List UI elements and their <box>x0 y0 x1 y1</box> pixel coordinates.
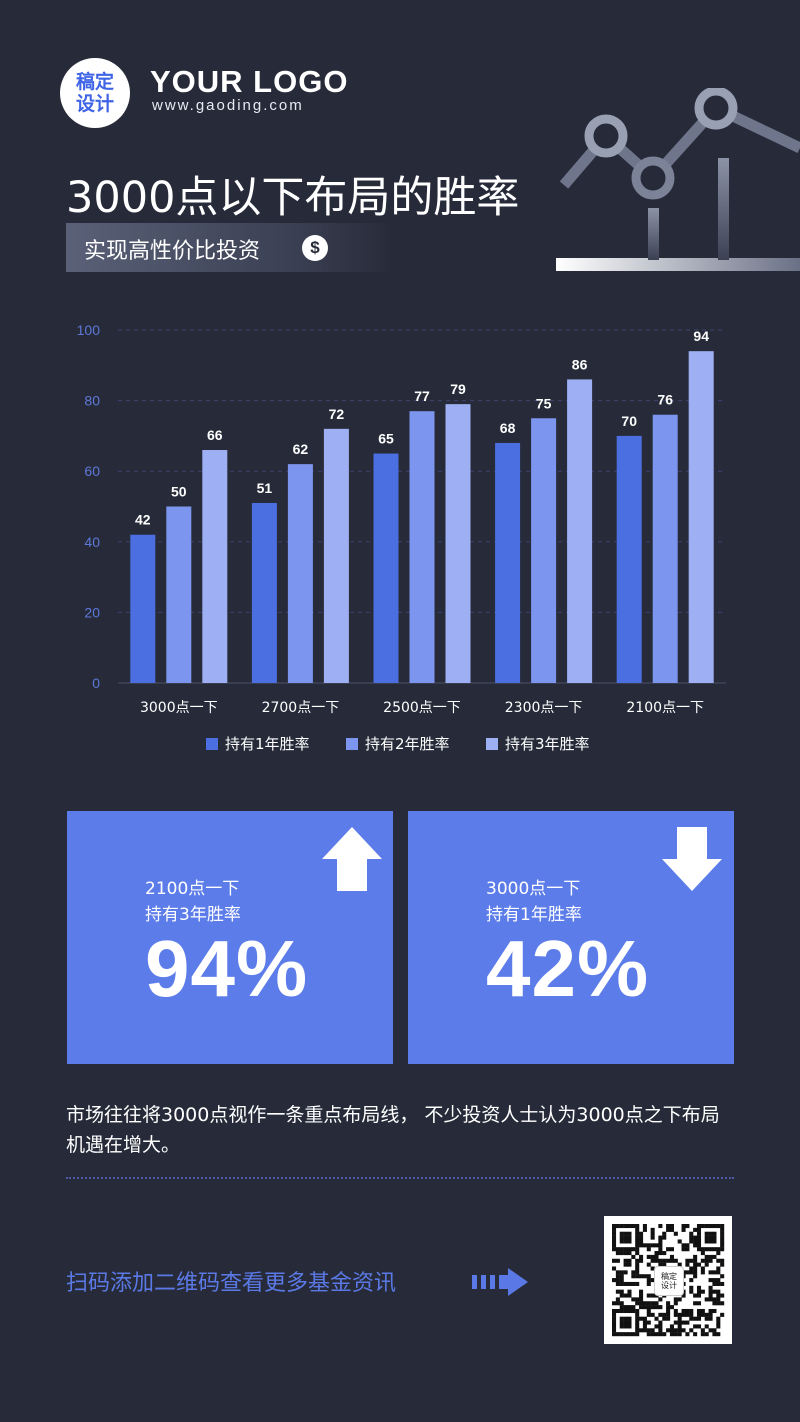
brand-badge: 稿定 设计 <box>60 58 130 128</box>
data-label: 70 <box>621 413 637 429</box>
bar <box>130 534 156 683</box>
data-label: 77 <box>414 388 430 404</box>
qr-code-icon <box>612 1224 725 1337</box>
brand-logo: YOUR LOGO <box>150 64 349 99</box>
legend-item-2: 持有2年胜率 <box>346 733 450 754</box>
qr-badge-line1: 稿定 <box>661 1272 677 1281</box>
legend-swatch-3 <box>486 737 498 750</box>
qr-badge-line2: 设计 <box>661 1281 677 1290</box>
x-tick-label: 2300点一下 <box>505 700 583 716</box>
qr-center-badge: 稿定 设计 <box>654 1266 684 1296</box>
arrow-right-icon <box>472 1268 528 1296</box>
stat-card-line1: 2100点一下 <box>145 879 240 899</box>
bar <box>166 506 192 683</box>
bar <box>373 453 399 683</box>
bar <box>688 351 714 683</box>
legend-swatch-2 <box>346 737 358 750</box>
data-label: 75 <box>536 395 552 411</box>
page-title: 3000点以下布局的胜率 <box>66 173 520 223</box>
brand-url: www.gaoding.com <box>152 97 304 114</box>
y-tick-label: 60 <box>84 463 100 479</box>
arrow-down-icon <box>662 827 722 891</box>
data-label: 79 <box>450 381 466 397</box>
bar <box>652 414 678 683</box>
legend-label-1: 持有1年胜率 <box>225 735 310 753</box>
qr-code[interactable]: 稿定 设计 <box>604 1216 732 1344</box>
legend-item-3: 持有3年胜率 <box>486 733 590 754</box>
dotted-divider <box>66 1177 734 1179</box>
data-label: 68 <box>500 420 516 436</box>
legend-label-3: 持有3年胜率 <box>505 735 590 753</box>
stat-card-line2: 持有1年胜率 <box>486 905 582 925</box>
y-tick-label: 0 <box>92 675 100 691</box>
x-tick-label: 2100点一下 <box>626 700 704 716</box>
bar <box>409 411 435 683</box>
bar <box>616 435 642 683</box>
legend-label-2: 持有2年胜率 <box>365 735 450 753</box>
legend-item-1: 持有1年胜率 <box>206 733 310 754</box>
x-tick-label: 2700点一下 <box>262 700 340 716</box>
y-tick-label: 100 <box>77 322 101 338</box>
bar <box>495 442 521 683</box>
data-label: 72 <box>329 406 345 422</box>
stat-card-value: 94% <box>145 924 309 1013</box>
data-label: 65 <box>378 431 394 447</box>
bar <box>287 464 313 683</box>
stat-card-low: 3000点一下 持有1年胜率 42% <box>408 811 734 1064</box>
stat-card-line1: 3000点一下 <box>486 879 581 899</box>
trend-decoration-icon <box>556 88 800 271</box>
stat-card-high: 2100点一下 持有3年胜率 94% <box>67 811 393 1064</box>
bar <box>567 379 593 683</box>
subtitle-banner <box>66 223 393 272</box>
data-label: 76 <box>657 392 673 408</box>
bar <box>323 428 349 683</box>
x-tick-label: 2500点一下 <box>383 700 461 716</box>
data-label: 94 <box>693 328 709 344</box>
y-tick-label: 80 <box>84 393 100 409</box>
x-tick-label: 3000点一下 <box>140 700 218 716</box>
bar <box>251 502 277 683</box>
scan-prompt: 扫码添加二维码查看更多基金资讯 <box>66 1271 397 1296</box>
stat-card-value: 42% <box>486 924 650 1013</box>
data-label: 66 <box>207 427 223 443</box>
legend-swatch-1 <box>206 737 218 750</box>
page-subtitle: 实现高性价比投资 <box>84 239 261 264</box>
data-label: 51 <box>257 480 273 496</box>
brand-badge-line2: 设计 <box>75 93 114 115</box>
stat-card-line2: 持有3年胜率 <box>145 905 241 925</box>
bar <box>531 418 557 683</box>
brand-badge-line1: 稿定 <box>75 71 114 93</box>
bar <box>202 450 228 683</box>
dollar-icon: $ <box>302 235 328 261</box>
bar <box>445 404 471 683</box>
data-label: 86 <box>572 356 588 372</box>
y-tick-label: 20 <box>84 604 100 620</box>
data-label: 62 <box>293 441 309 457</box>
y-tick-label: 40 <box>84 534 100 550</box>
data-label: 42 <box>135 512 151 528</box>
win-rate-bar-chart: 0 20 40 60 80 100 42 50 66 3000点一下 51 62 72 2700点一下 65… <box>77 322 726 716</box>
arrow-up-icon <box>322 827 382 891</box>
description-text: 市场往往将3000点视作一条重点布局线， 不少投资人士认为3000点之下布局机遇… <box>66 1104 720 1156</box>
data-label: 50 <box>171 484 187 500</box>
